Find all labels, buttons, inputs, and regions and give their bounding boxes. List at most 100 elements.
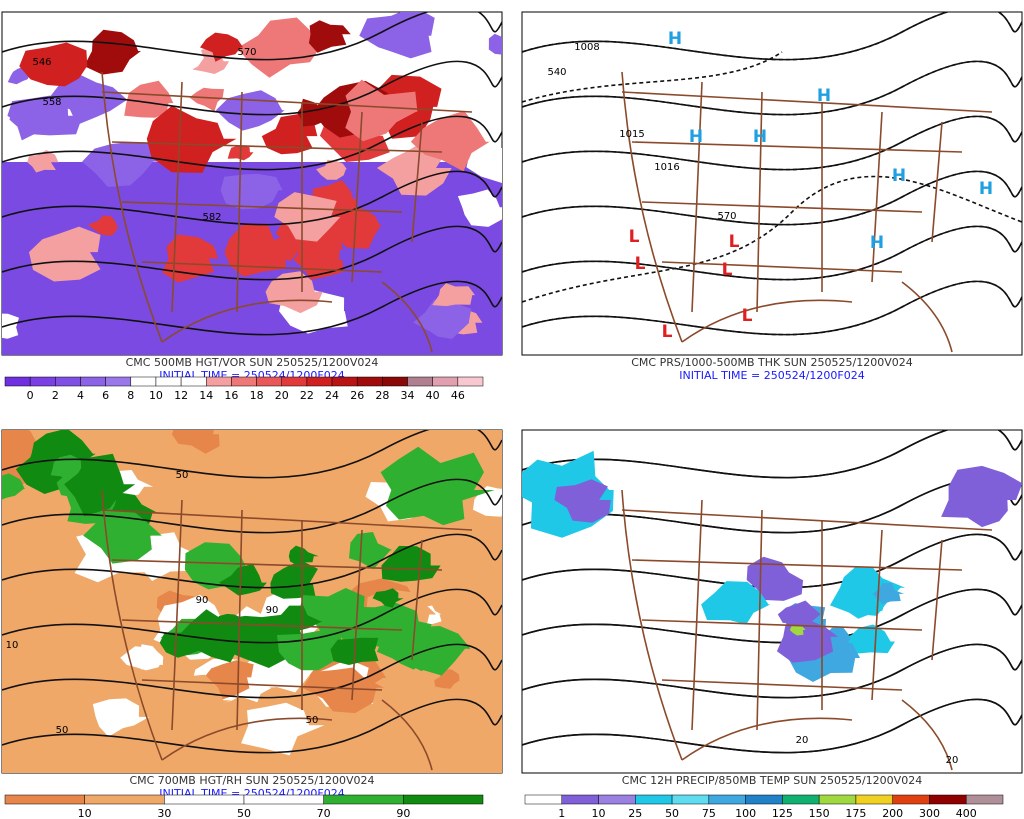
colorbar-swatch — [306, 376, 333, 387]
colorbar-label: 24 — [325, 389, 339, 402]
field-blob — [298, 588, 368, 638]
field-blob — [241, 702, 325, 756]
map-label: 1008 — [574, 42, 599, 53]
colorbar-label: 46 — [451, 389, 465, 402]
state-border — [101, 489, 163, 761]
colorbar-label: 25 — [628, 807, 642, 819]
map-label: H — [892, 166, 906, 186]
field-blob — [146, 105, 237, 173]
map-label: 20 — [946, 755, 959, 766]
colorbar-swatch — [524, 794, 563, 805]
field-blob — [47, 72, 128, 125]
map-label: H — [817, 86, 831, 106]
colorbar-label: 30 — [157, 807, 171, 819]
map-label: 90 — [266, 605, 279, 616]
colorbar-swatch — [892, 794, 930, 805]
state-border — [141, 679, 383, 691]
initial-time: INITIAL TIME = 250524/1200F024 — [679, 369, 864, 382]
colorbar-swatch — [105, 376, 132, 387]
state-border — [641, 619, 923, 631]
colorbar-label: 16 — [224, 389, 238, 402]
colorbar-swatch — [243, 794, 324, 805]
colorbar-label: 175 — [845, 807, 866, 819]
colorbar-label: 2 — [52, 389, 59, 402]
state-border — [101, 71, 163, 343]
state-border — [901, 281, 953, 353]
colorbar-label: 125 — [772, 807, 793, 819]
state-border — [236, 509, 243, 731]
map-label: 10 — [6, 640, 19, 651]
contour — [522, 12, 1022, 61]
colorbar-label: 200 — [882, 807, 903, 819]
colorbar-swatch — [331, 376, 358, 387]
map-label: 570 — [717, 211, 736, 222]
map-panel: 50 90 90 50 10 50 CMC 700MB HGT/RH SUN 250525/… — [1, 429, 503, 819]
colorbar-label: 50 — [237, 807, 251, 819]
colorbar-swatch — [965, 794, 1004, 805]
colorbar-label: 4 — [77, 389, 84, 402]
field-blob — [2, 563, 56, 610]
colorbar-swatch — [281, 376, 308, 387]
colorbar-label: 1 — [558, 807, 565, 819]
state-border — [641, 201, 923, 213]
contour — [2, 430, 502, 479]
colorbar-swatch — [382, 376, 408, 387]
field-blob — [265, 271, 323, 314]
colorbar-label: 28 — [375, 389, 389, 402]
colorbar-swatch — [231, 376, 257, 387]
map-layer — [2, 12, 502, 355]
map-label: H — [979, 179, 993, 199]
colorbar-label: 14 — [199, 389, 213, 402]
map-layer — [522, 12, 1022, 353]
colorbar-label: 70 — [317, 807, 331, 819]
caption: CMC 700MB HGT/RH SUN 250525/1200V024 — [129, 774, 374, 787]
field-blob — [64, 453, 136, 517]
field-blob — [872, 583, 905, 605]
field-blob — [2, 313, 19, 339]
state-border — [411, 121, 423, 243]
field-blob — [270, 560, 318, 599]
state-border — [621, 509, 993, 531]
colorbar-swatch — [206, 376, 232, 387]
map-panel: 546 558 570 582 CMC 500MB HGT/VOR SUN 250525… — [1, 11, 503, 402]
state-border — [871, 111, 883, 283]
colorbar-label: 8 — [127, 389, 134, 402]
field-blob — [380, 446, 495, 526]
map-label: 50 — [56, 725, 69, 736]
state-border — [681, 717, 853, 761]
map-label: 570 — [237, 47, 256, 58]
map-label: 540 — [547, 67, 566, 78]
field-blob — [345, 79, 418, 142]
state-border — [756, 91, 763, 313]
field-blob — [2, 473, 25, 500]
contour — [2, 478, 502, 534]
state-border — [691, 81, 703, 313]
state-border — [236, 91, 243, 313]
map-label: L — [662, 322, 673, 342]
field-blob — [488, 33, 502, 55]
caption: CMC 12H PRECIP/850MB TEMP SUN 250525/120… — [622, 774, 922, 787]
field-blob — [220, 173, 283, 210]
field-blob — [236, 17, 321, 78]
field-blob — [393, 621, 441, 656]
colorbar-label: 22 — [300, 389, 314, 402]
colorbar-swatch — [29, 376, 56, 387]
contour — [2, 698, 502, 754]
map-label: L — [729, 232, 740, 252]
colorbar-label: 0 — [27, 389, 34, 402]
field-blob — [159, 632, 203, 658]
field-blob — [288, 545, 319, 565]
colorbar-label: 40 — [426, 389, 440, 402]
map-label: H — [753, 127, 767, 147]
contour — [2, 225, 502, 281]
field-blob — [372, 588, 404, 608]
state-border — [661, 679, 903, 691]
colorbar-swatch — [407, 376, 433, 387]
field-blob — [381, 545, 441, 582]
map-label: 546 — [32, 57, 51, 68]
map-layer — [522, 430, 1022, 771]
colorbar-label: 34 — [401, 389, 415, 402]
colorbar-label: 12 — [174, 389, 188, 402]
contour — [2, 170, 502, 226]
colorbar-label: 10 — [78, 807, 92, 819]
